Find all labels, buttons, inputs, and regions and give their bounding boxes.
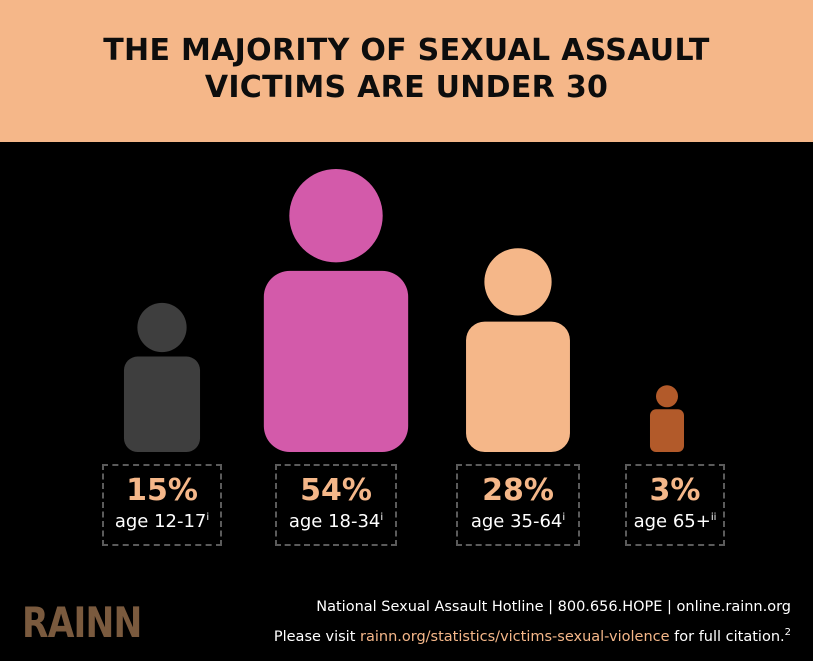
person-head-3 (484, 248, 552, 316)
person-head-1 (137, 302, 187, 353)
person-head-2 (289, 169, 383, 263)
citation-suffix: for full citation. (669, 628, 785, 645)
person-body-3 (466, 321, 570, 452)
value-label: 54% (300, 473, 372, 508)
citation-text: Please visit rainn.org/statistics/victim… (274, 627, 791, 645)
category-text: age 35-64 (470, 511, 563, 532)
citation-link[interactable]: rainn.org/statistics/victims-sexual-viol… (360, 628, 670, 645)
value-box-2: 54% age 18-34i (275, 464, 397, 546)
footnote-mark: ii (710, 512, 717, 523)
footnote-mark: i (562, 512, 566, 523)
person-figure-3 (466, 248, 570, 452)
category-text: age 65+ (633, 511, 711, 532)
value-box-4: 3% age 65+ii (625, 464, 725, 546)
hotline-text: National Sexual Assault Hotline | 800.65… (316, 599, 791, 615)
value-box-3: 28% age 35-64i (456, 464, 580, 546)
person-figure-4 (649, 385, 685, 452)
category-label: age 12-17i (104, 507, 220, 533)
person-body-4 (649, 409, 685, 452)
person-body-1 (123, 356, 201, 452)
category-text: age 18-34 (288, 511, 381, 532)
citation-mark: 2 (784, 627, 791, 638)
rainn-logo: RAINN (22, 598, 142, 647)
value-label: 15% (126, 473, 198, 508)
person-head-4 (655, 385, 679, 408)
pictograph-figures (123, 169, 685, 452)
chart-panel: 15% age 12-17i 54% age 18-34i 28% age 35-64i 3… (0, 142, 813, 661)
value-label: 28% (482, 473, 554, 508)
person-figure-2 (263, 169, 409, 452)
category-label: age 35-64i (458, 507, 578, 533)
footnote-mark: i (206, 512, 210, 523)
value-box-1: 15% age 12-17i (102, 464, 222, 546)
person-body-2 (263, 270, 409, 452)
value-label: 3% (649, 473, 701, 508)
category-label: age 65+ii (627, 507, 723, 533)
title-line-2: VICTIMS ARE UNDER 30 (204, 70, 609, 105)
footnote-mark: i (380, 512, 384, 523)
category-text: age 12-17 (114, 511, 207, 532)
title-line-1: THE MAJORITY OF SEXUAL ASSAULT (103, 33, 710, 68)
category-label: age 18-34i (277, 507, 395, 533)
citation-prefix: Please visit (273, 628, 361, 645)
person-figure-1 (123, 302, 201, 452)
header-band: THE MAJORITY OF SEXUAL ASSAULT VICTIMS A… (0, 0, 813, 142)
